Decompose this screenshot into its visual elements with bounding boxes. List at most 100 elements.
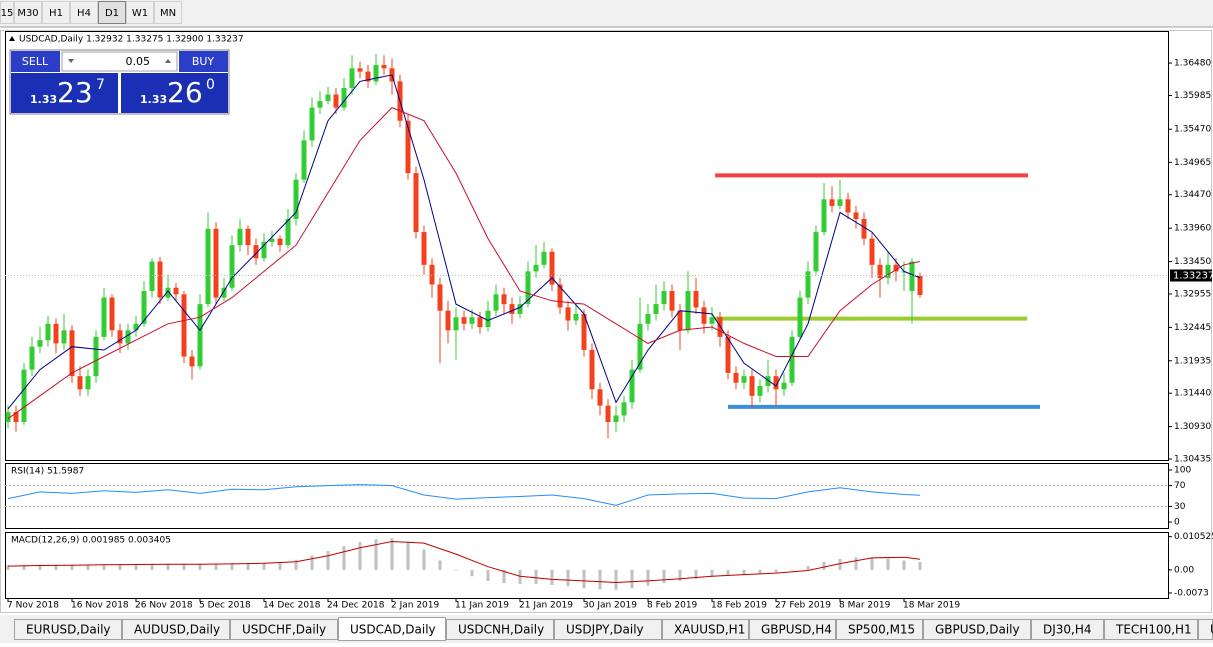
y-tick-label: 1.31935 <box>1174 356 1211 366</box>
tab-label[interactable]: GBPUSD,Daily <box>935 623 1020 637</box>
timeframe-label[interactable]: D1 <box>105 8 119 19</box>
y-tick-label: 1.30435 <box>1174 455 1211 465</box>
tab[interactable] <box>836 619 923 640</box>
candle-body <box>333 94 339 108</box>
timeframe-button[interactable] <box>154 1 182 24</box>
sell-button[interactable] <box>11 51 60 72</box>
tab-label[interactable]: USDCNH,Daily <box>458 623 544 637</box>
timeframe-button[interactable] <box>126 1 154 24</box>
candle-body <box>61 330 67 344</box>
y-tick-label: 30 <box>1174 502 1186 512</box>
candle-body <box>741 376 747 383</box>
ask-pips[interactable]: 26 <box>167 76 203 109</box>
tab[interactable] <box>1031 619 1104 640</box>
y-tick-label: 1.33450 <box>1174 257 1211 267</box>
candle-body <box>701 307 707 324</box>
candle-body <box>509 304 515 314</box>
x-tick-label: 16 Nov 2018 <box>71 601 129 611</box>
timeframe-button[interactable] <box>70 1 98 24</box>
macd-bar <box>406 541 410 570</box>
tab-label[interactable]: USDCAD,Daily <box>350 623 436 637</box>
candle-body <box>5 412 11 423</box>
candle-body <box>373 65 379 82</box>
tab-label[interactable]: GBPUSD,H4 <box>761 623 832 637</box>
timeframe-label[interactable]: H4 <box>77 8 91 19</box>
macd-bar <box>694 569 698 579</box>
candle-body <box>437 284 443 311</box>
tab[interactable] <box>14 619 122 640</box>
lot-box[interactable] <box>61 51 178 72</box>
macd-bar <box>726 569 730 576</box>
x-tick-label: 18 Feb 2019 <box>711 601 767 611</box>
tab-label[interactable]: U <box>1210 623 1213 637</box>
lot-up[interactable] <box>165 59 171 63</box>
timeframe-label[interactable]: H1 <box>49 8 63 19</box>
tab[interactable] <box>122 619 230 640</box>
tab-label[interactable]: SP500,M15 <box>848 623 915 637</box>
macd-bar <box>22 565 26 570</box>
candle-body <box>469 317 475 324</box>
tab-label[interactable]: EURUSD,Daily <box>26 623 111 637</box>
candle-body <box>173 287 179 295</box>
timeframe-label[interactable]: W1 <box>132 8 148 19</box>
timeframe-label[interactable]: MN <box>160 8 176 19</box>
tab[interactable] <box>446 619 554 640</box>
tab[interactable] <box>554 619 662 640</box>
bid-box[interactable] <box>11 73 118 113</box>
bid-prefix[interactable]: 1.33 <box>30 93 57 106</box>
macd-bar <box>534 569 538 585</box>
tab[interactable] <box>338 617 446 641</box>
timeframe-button[interactable] <box>98 1 126 24</box>
macd-bar <box>86 564 90 570</box>
candle-body <box>757 385 763 396</box>
macd-bar <box>454 569 458 571</box>
timeframe-label[interactable]: 15 <box>1 8 14 19</box>
macd-bar <box>518 569 522 585</box>
chart-window <box>0 30 1212 613</box>
lot-down[interactable] <box>68 59 74 63</box>
ask-box[interactable] <box>121 73 228 113</box>
timeframe-label[interactable]: M30 <box>17 8 38 19</box>
tab-label[interactable]: DJ30,H4 <box>1043 623 1092 637</box>
macd-bar <box>886 558 890 570</box>
tab[interactable] <box>749 619 836 640</box>
tab-label[interactable]: AUDUSD,Daily <box>134 623 220 637</box>
tab[interactable] <box>230 619 338 640</box>
lot-value[interactable]: 0.05 <box>126 55 151 68</box>
bid-pips[interactable]: 23 <box>57 76 93 109</box>
candle-body <box>533 264 539 272</box>
bid-point[interactable]: 7 <box>96 77 105 93</box>
sell-label[interactable]: SELL <box>22 55 49 68</box>
timeframe-button[interactable] <box>0 1 14 24</box>
macd-bar <box>902 560 906 570</box>
tab[interactable] <box>662 619 749 640</box>
panel <box>5 532 1169 599</box>
timeframe-button[interactable] <box>42 1 70 24</box>
candle-body <box>157 261 163 298</box>
ask-point[interactable]: 0 <box>206 77 215 93</box>
tab-label[interactable]: USDCHF,Daily <box>242 623 326 637</box>
x-tick-label: 8 Mar 2019 <box>839 601 891 611</box>
timeframe-button[interactable] <box>14 1 42 24</box>
candle-body <box>245 228 251 246</box>
candle-body <box>909 261 915 292</box>
macd-bar <box>822 562 826 570</box>
candle-body <box>149 261 155 292</box>
collapse-arrow[interactable] <box>9 36 15 41</box>
tab-label[interactable]: XAUUSD,H1 <box>674 623 745 637</box>
tab[interactable] <box>923 619 1031 640</box>
tab-label[interactable]: TECH100,H1 <box>1115 623 1192 637</box>
candle-body <box>53 323 59 344</box>
x-tick-label: 11 Jan 2019 <box>455 601 509 611</box>
buy-button[interactable] <box>179 51 228 72</box>
tab[interactable] <box>1104 619 1198 640</box>
candle-body <box>589 349 595 390</box>
candle-body <box>341 87 347 108</box>
panel <box>5 31 1169 461</box>
macd-bar <box>342 546 346 570</box>
buy-label[interactable]: BUY <box>192 55 215 68</box>
candle-body <box>213 228 219 298</box>
macd-bar <box>262 562 266 570</box>
tab-label[interactable]: USDJPY,Daily <box>566 623 644 637</box>
ask-prefix[interactable]: 1.33 <box>140 93 167 106</box>
